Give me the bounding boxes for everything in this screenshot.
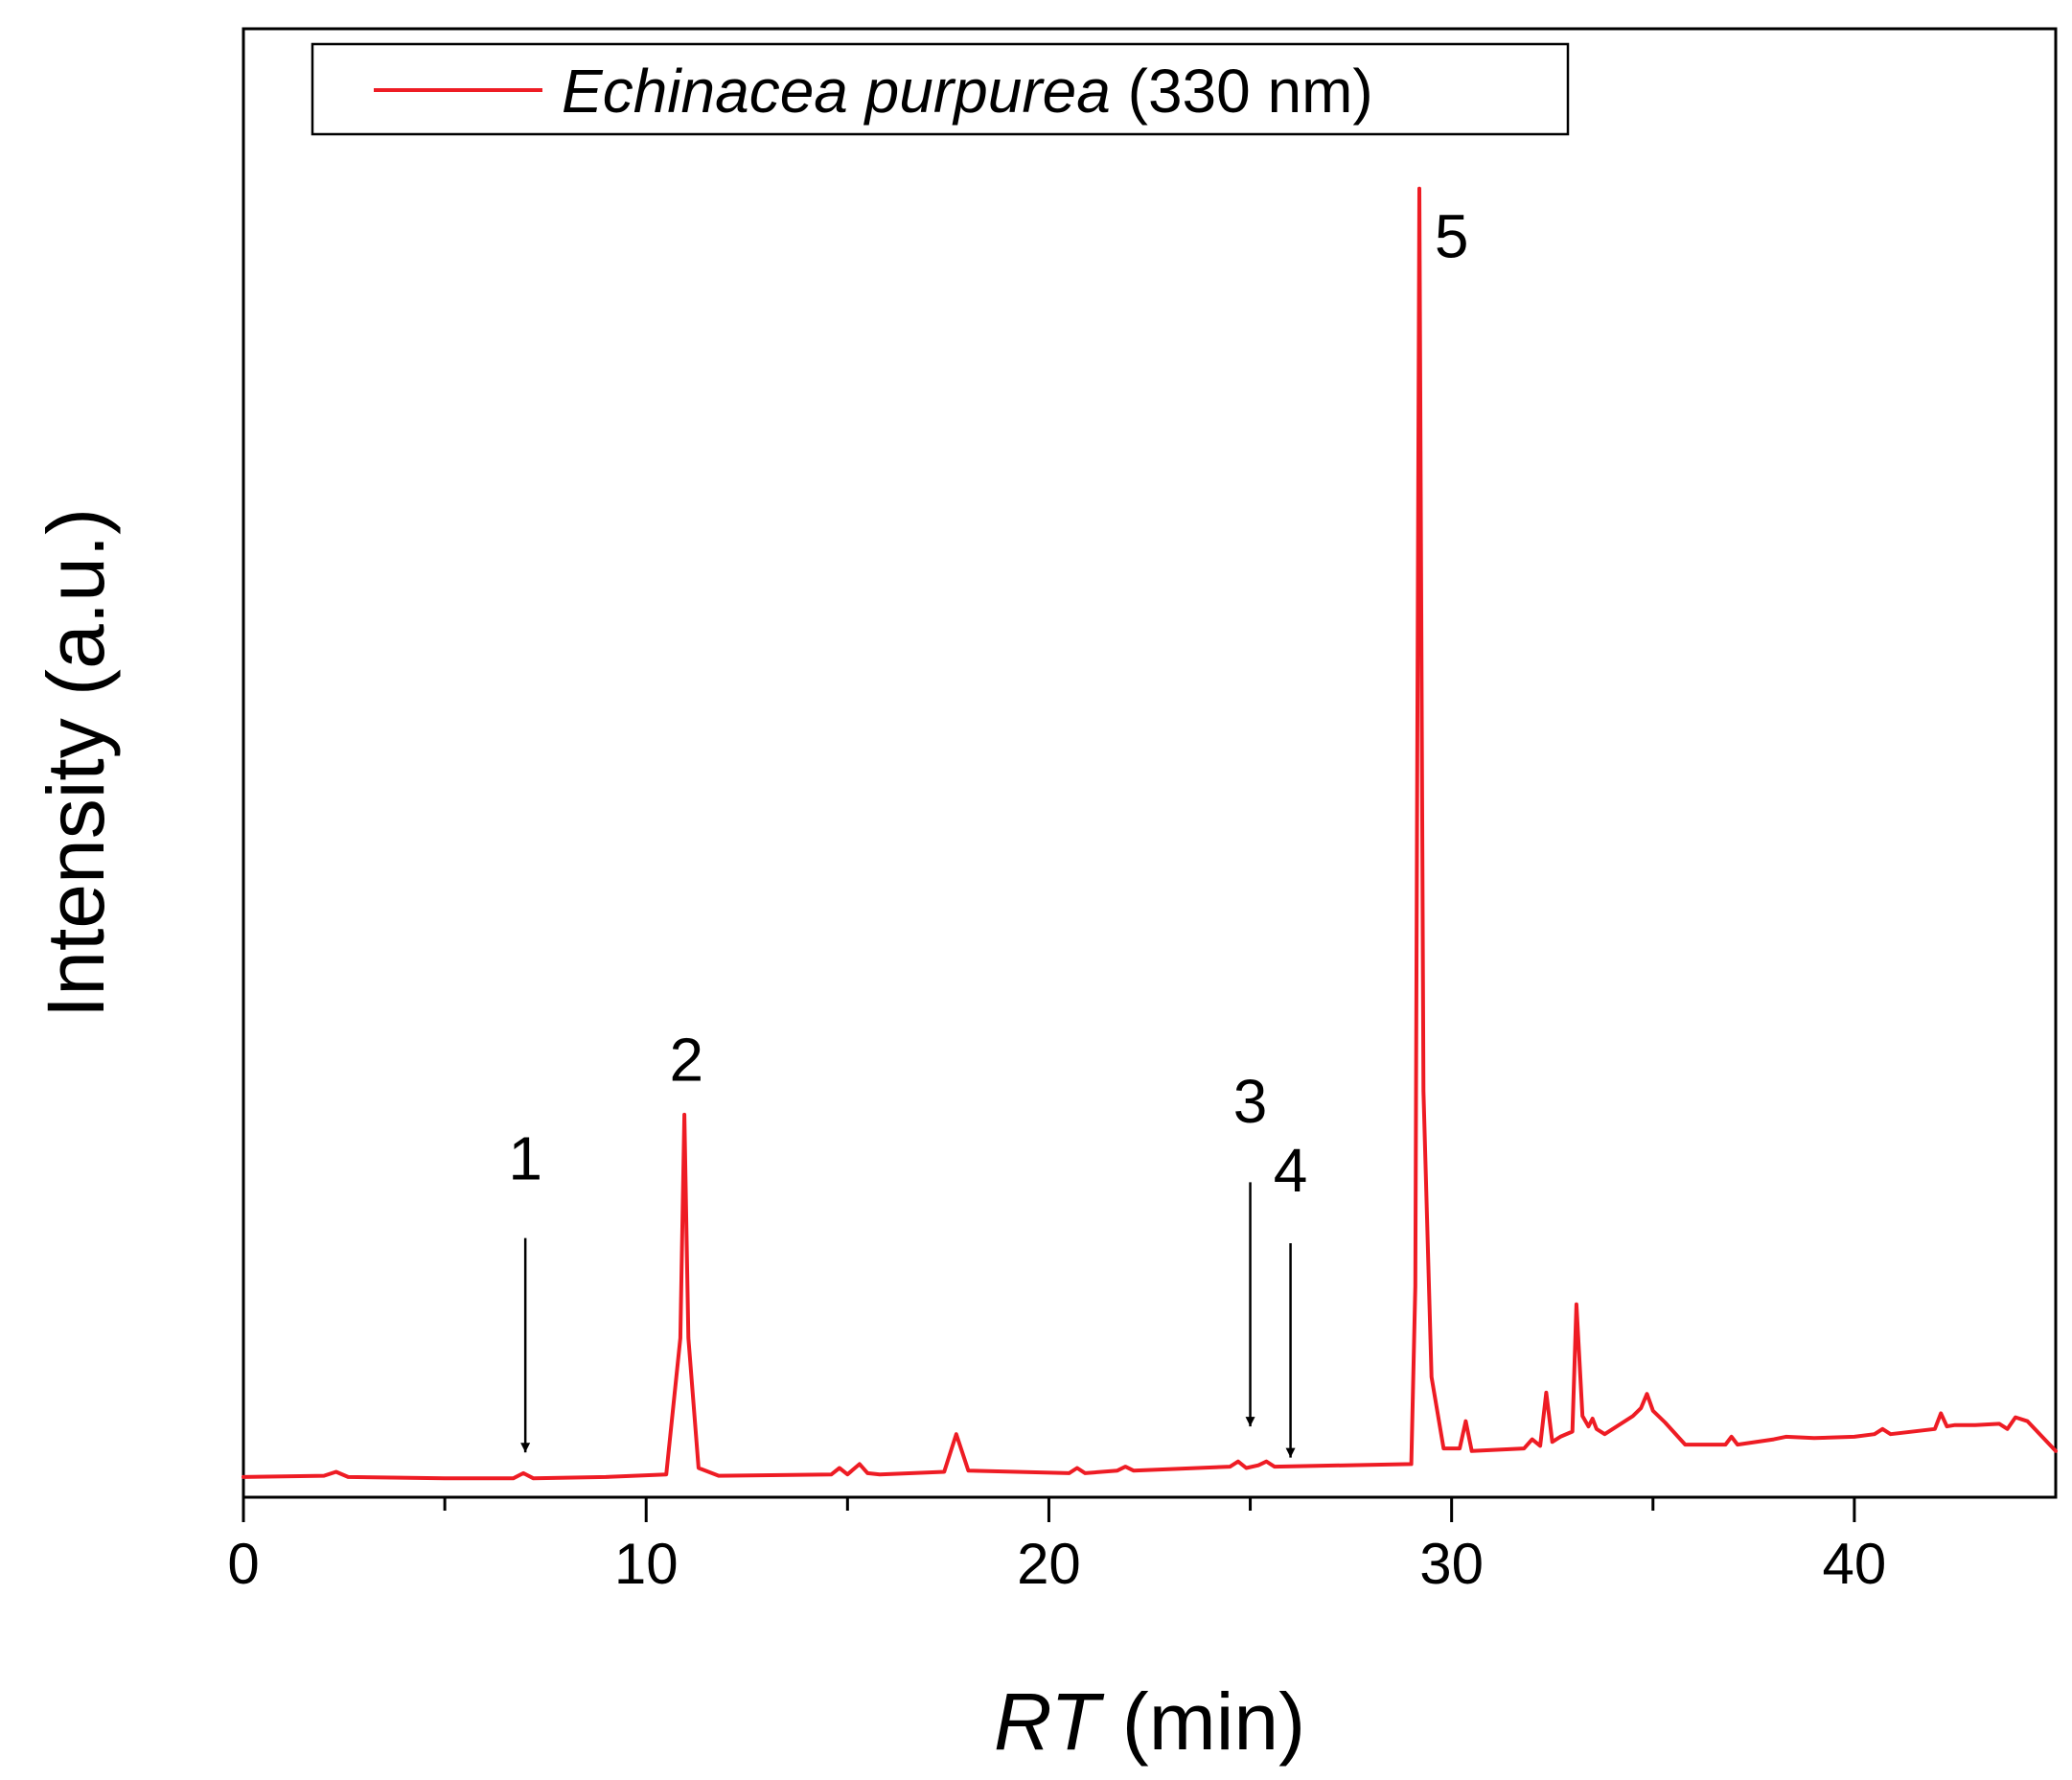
x-axis-title: RT (min): [994, 1676, 1305, 1767]
legend-entry-label: Echinacea purpurea (330 nm): [562, 57, 1373, 126]
x-axis-title-rest: (min): [1099, 1676, 1305, 1767]
plot-frame: [242, 27, 2058, 1499]
y-axis-title: Intensity (a.u.): [31, 508, 121, 1018]
peak-5-label: 5: [1435, 202, 1469, 271]
peak-2-label: 2: [669, 1026, 703, 1095]
series-line-echinacea: [242, 186, 2058, 1481]
peak-3-label: 3: [1233, 1067, 1268, 1136]
legend-entry-rest: (330 nm): [1111, 57, 1373, 126]
peak-1-label: 1: [508, 1124, 542, 1193]
x-tick-label: 20: [1017, 1532, 1081, 1596]
x-tick-label: 10: [614, 1532, 679, 1596]
x-axis-title-italic: RT: [994, 1676, 1105, 1767]
x-tick-label: 40: [1823, 1532, 1887, 1596]
peak-4-label: 4: [1274, 1136, 1308, 1205]
x-tick-label: 0: [227, 1532, 259, 1596]
x-tick-label: 30: [1419, 1532, 1484, 1596]
legend-entry-italic: Echinacea purpurea: [562, 57, 1111, 126]
